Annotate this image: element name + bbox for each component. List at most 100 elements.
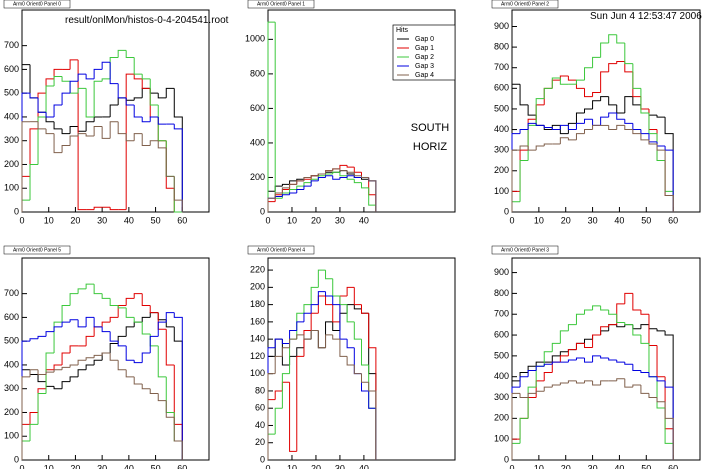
histogram-bin bbox=[575, 122, 585, 130]
panel-title-box bbox=[3, 0, 71, 9]
y-tick-label: 100 bbox=[250, 368, 265, 378]
histogram-bin bbox=[53, 133, 63, 154]
histogram-bin bbox=[567, 122, 577, 134]
histogram-bin bbox=[281, 373, 290, 409]
histogram-bin bbox=[632, 293, 641, 311]
histogram-bin bbox=[53, 68, 63, 79]
histogram-bin bbox=[600, 42, 609, 58]
histogram-bin bbox=[567, 125, 577, 131]
histogram-bin bbox=[361, 304, 369, 314]
histogram-bin bbox=[117, 341, 127, 347]
histogram-bin bbox=[133, 360, 143, 364]
histogram-bin bbox=[61, 321, 71, 327]
histogram-bin bbox=[85, 357, 95, 361]
x-tick-label: 40 bbox=[614, 463, 624, 469]
histogram-bin bbox=[567, 324, 577, 331]
x-tick-label: 30 bbox=[588, 215, 598, 225]
histogram-bin bbox=[133, 376, 143, 385]
histogram-bin bbox=[551, 355, 561, 363]
histogram-bin bbox=[559, 137, 569, 144]
histogram-bin bbox=[141, 74, 151, 80]
histogram-bin bbox=[325, 295, 333, 306]
panel-title: Arm0 Orient0 Panel 1 bbox=[257, 1, 305, 7]
histogram-bin bbox=[37, 369, 47, 375]
histogram-bin bbox=[29, 128, 39, 177]
histogram-bin bbox=[353, 321, 362, 340]
histogram-bin bbox=[584, 380, 593, 383]
histogram-bin bbox=[165, 312, 175, 323]
legend-label: Gap 1 bbox=[415, 45, 434, 52]
histogram-bin bbox=[592, 334, 601, 348]
histogram-bin bbox=[543, 87, 553, 99]
histogram-bin bbox=[37, 335, 47, 339]
histogram-bin bbox=[592, 124, 601, 130]
panel-title: Arm0 Orient0 Panel 2 bbox=[501, 1, 549, 7]
x-tick-label: 50 bbox=[641, 463, 651, 469]
histogram-bin bbox=[281, 194, 290, 197]
histogram-bin bbox=[608, 34, 617, 43]
histogram-bin bbox=[527, 386, 537, 419]
histogram-bin bbox=[511, 392, 521, 460]
panel-title-box bbox=[491, 245, 559, 255]
y-tick-label: 500 bbox=[494, 350, 509, 360]
x-tick-label: 0 bbox=[509, 463, 514, 469]
histogram-bin bbox=[535, 145, 545, 151]
histogram-bin bbox=[157, 345, 167, 378]
histogram-bin bbox=[346, 170, 355, 173]
histogram-bin bbox=[567, 380, 577, 383]
histogram-bin bbox=[656, 345, 666, 378]
histogram-bin bbox=[69, 293, 79, 306]
histogram-bin bbox=[575, 112, 585, 124]
histogram-bin bbox=[69, 345, 79, 354]
histogram-bin bbox=[551, 342, 561, 352]
histogram-bin bbox=[173, 417, 183, 460]
histogram-bin bbox=[37, 116, 47, 165]
histogram-bin bbox=[310, 286, 319, 305]
histogram-bin bbox=[125, 307, 135, 318]
histogram-bin bbox=[575, 313, 585, 325]
histogram-bin bbox=[101, 78, 111, 82]
histogram-bin bbox=[61, 352, 71, 365]
histogram-bin bbox=[93, 80, 103, 117]
histogram-bin bbox=[93, 359, 103, 365]
histogram-bin bbox=[584, 309, 593, 315]
histogram-bin bbox=[519, 393, 529, 399]
x-tick-label: 40 bbox=[124, 215, 134, 225]
x-tick-label: 40 bbox=[359, 215, 369, 225]
y-tick-label: 300 bbox=[4, 135, 19, 145]
histogram-bin bbox=[296, 355, 304, 452]
histogram-bin bbox=[69, 364, 79, 368]
histogram-bin bbox=[567, 349, 577, 356]
histogram-bin bbox=[624, 96, 633, 114]
histogram-bin bbox=[53, 326, 63, 332]
histogram-bin bbox=[45, 112, 55, 118]
y-tick-label: 400 bbox=[250, 137, 265, 147]
histogram-bin bbox=[93, 206, 103, 210]
histogram-bin bbox=[368, 382, 377, 460]
histogram-bin bbox=[325, 291, 333, 297]
histogram-bin bbox=[125, 50, 135, 59]
x-tick-label: 20 bbox=[70, 215, 80, 225]
histogram-bin bbox=[21, 376, 31, 460]
histogram-bin bbox=[584, 67, 593, 81]
histogram-bin bbox=[296, 185, 304, 190]
histogram-bin bbox=[289, 338, 297, 348]
y-tick-label: 0 bbox=[260, 206, 265, 216]
histogram-bin bbox=[125, 369, 135, 378]
histogram-bin bbox=[37, 121, 47, 130]
histogram-bin bbox=[61, 92, 71, 106]
legend-label: Gap 4 bbox=[415, 72, 434, 79]
histogram-bin bbox=[317, 330, 326, 349]
histogram-bin bbox=[584, 338, 593, 344]
histogram-bin bbox=[77, 288, 87, 294]
histogram-bin bbox=[592, 91, 601, 97]
histogram-bin bbox=[640, 133, 649, 141]
histogram-bin bbox=[37, 97, 47, 113]
histogram-bin bbox=[616, 378, 625, 381]
histogram-bin bbox=[296, 178, 304, 181]
x-tick-label: 30 bbox=[97, 215, 107, 225]
histogram-bin bbox=[624, 61, 633, 73]
histogram-bin bbox=[317, 269, 326, 288]
panel-title-box bbox=[3, 245, 71, 255]
histogram-bin bbox=[632, 364, 641, 371]
